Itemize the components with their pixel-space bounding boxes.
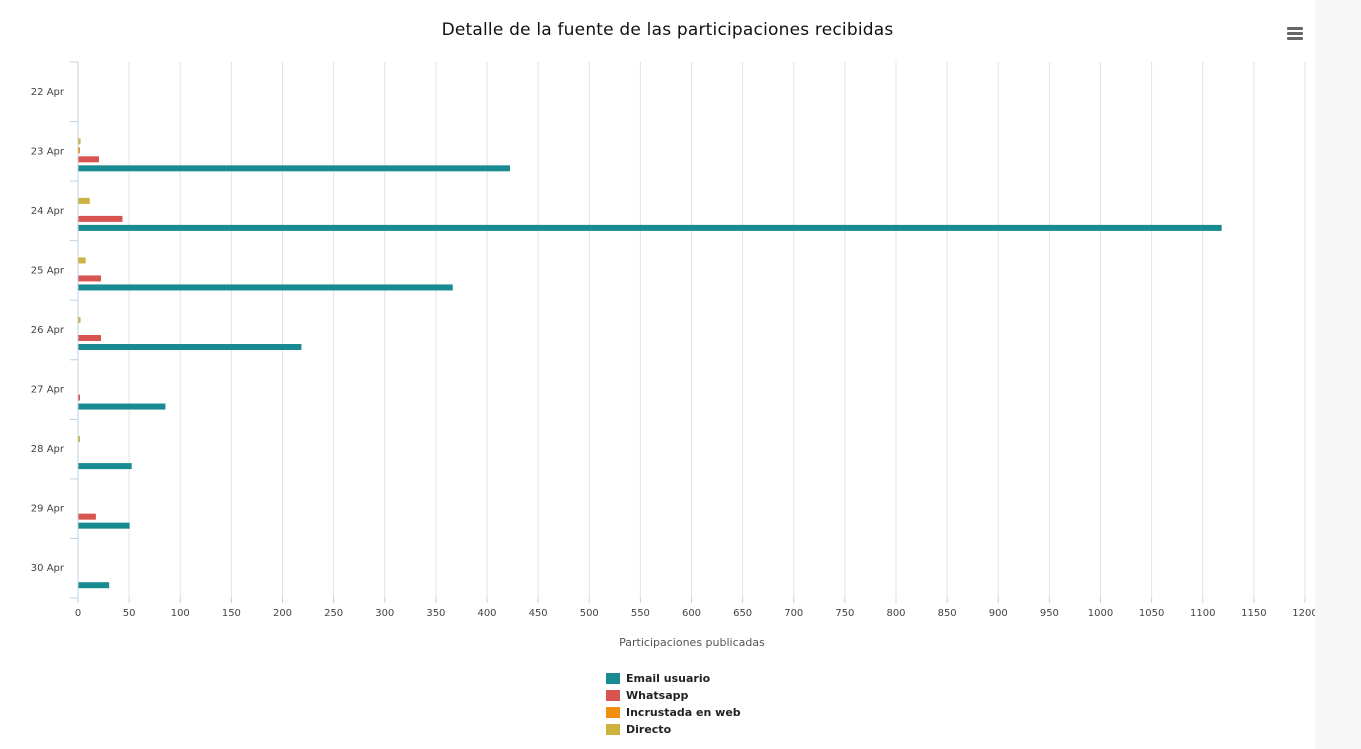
legend-label: Incrustada en web bbox=[626, 706, 741, 719]
legend-label: Whatsapp bbox=[626, 689, 689, 702]
chart-title: Detalle de la fuente de las participacio… bbox=[441, 20, 894, 40]
x-tick-label: 450 bbox=[529, 608, 548, 619]
x-tick-label: 200 bbox=[273, 608, 292, 619]
bar-directo[interactable] bbox=[78, 197, 90, 204]
bar-chart: 0 50 100 150 200 250 300 350 400 450 500 550 600 650 7… bbox=[31, 61, 1315, 619]
y-tick-label: 27 Apr bbox=[31, 385, 65, 396]
grid-lines bbox=[128, 62, 1306, 598]
bar-email-usuario[interactable] bbox=[78, 582, 110, 589]
x-tick-label: 800 bbox=[886, 608, 905, 619]
bar-whatsapp[interactable] bbox=[78, 275, 101, 282]
y-tick-label: 30 Apr bbox=[31, 563, 65, 574]
legend-label: Email usuario bbox=[626, 672, 711, 685]
bar-whatsapp[interactable] bbox=[78, 156, 99, 163]
legend-swatch bbox=[606, 724, 620, 735]
y-tick-label: 22 Apr bbox=[31, 87, 65, 98]
legend-item-directo[interactable]: Directo bbox=[606, 721, 741, 738]
legend-label: Directo bbox=[626, 723, 672, 736]
x-tick-label: 300 bbox=[375, 608, 394, 619]
x-tick-label: 700 bbox=[784, 608, 803, 619]
x-tick-label: 950 bbox=[1040, 608, 1059, 619]
bar-whatsapp[interactable] bbox=[78, 513, 96, 520]
tick-labels: 0 50 100 150 200 250 300 350 400 450 500 550 600 650 7… bbox=[31, 87, 1315, 619]
legend-item-whatsapp[interactable]: Whatsapp bbox=[606, 687, 741, 704]
y-tick-label: 28 Apr bbox=[31, 444, 65, 455]
legend-item-email-usuario[interactable]: Email usuario bbox=[606, 670, 741, 687]
bar-incrustada-en-web[interactable] bbox=[78, 147, 81, 154]
hamburger-menu-icon[interactable] bbox=[1282, 22, 1308, 44]
y-tick-label: 25 Apr bbox=[31, 265, 65, 276]
x-tick-label: 500 bbox=[580, 608, 599, 619]
bar-directo[interactable] bbox=[78, 138, 81, 145]
bar-directo[interactable] bbox=[78, 436, 81, 443]
x-tick-label: 850 bbox=[938, 608, 957, 619]
y-tick-label: 26 Apr bbox=[31, 325, 65, 336]
y-tick-label: 24 Apr bbox=[31, 206, 65, 217]
x-tick-label: 600 bbox=[682, 608, 701, 619]
bar-email-usuario[interactable] bbox=[78, 463, 132, 470]
legend-swatch bbox=[606, 707, 620, 718]
x-tick-label: 100 bbox=[171, 608, 190, 619]
axes bbox=[70, 61, 1306, 603]
x-tick-label: 650 bbox=[733, 608, 752, 619]
x-tick-label: 1200 bbox=[1292, 608, 1315, 619]
legend-swatch bbox=[606, 673, 620, 684]
x-tick-label: 1000 bbox=[1088, 608, 1113, 619]
y-tick-label: 29 Apr bbox=[31, 504, 65, 515]
legend-swatch bbox=[606, 690, 620, 701]
x-tick-label: 400 bbox=[477, 608, 496, 619]
legend: Email usuario Whatsapp Incrustada en web Di… bbox=[606, 670, 741, 738]
x-tick-label: 1100 bbox=[1190, 608, 1215, 619]
x-tick-label: 1150 bbox=[1241, 608, 1266, 619]
x-tick-label: 550 bbox=[631, 608, 650, 619]
x-tick-label: 750 bbox=[835, 608, 854, 619]
x-tick-label: 1050 bbox=[1139, 608, 1164, 619]
bar-whatsapp[interactable] bbox=[78, 394, 81, 401]
page-scroll-gutter bbox=[1315, 0, 1361, 749]
bar-directo[interactable] bbox=[78, 317, 81, 323]
bar-directo[interactable] bbox=[78, 257, 86, 264]
bar-email-usuario[interactable] bbox=[78, 344, 302, 350]
bar-whatsapp[interactable] bbox=[78, 335, 101, 341]
bar-email-usuario[interactable] bbox=[78, 224, 1222, 231]
x-axis-title: Participaciones publicadas bbox=[619, 636, 765, 649]
bar-email-usuario[interactable] bbox=[78, 165, 510, 172]
x-tick-label: 0 bbox=[75, 608, 81, 619]
bars bbox=[78, 138, 1222, 589]
x-tick-label: 900 bbox=[989, 608, 1008, 619]
x-tick-label: 50 bbox=[123, 608, 136, 619]
bar-whatsapp[interactable] bbox=[78, 215, 123, 222]
bar-email-usuario[interactable] bbox=[78, 403, 166, 410]
x-tick-label: 350 bbox=[426, 608, 445, 619]
bar-email-usuario[interactable] bbox=[78, 522, 130, 529]
legend-item-incrustada-en-web[interactable]: Incrustada en web bbox=[606, 704, 741, 721]
x-tick-label: 150 bbox=[222, 608, 241, 619]
x-tick-label: 250 bbox=[324, 608, 343, 619]
y-tick-label: 23 Apr bbox=[31, 146, 65, 157]
bar-email-usuario[interactable] bbox=[78, 284, 453, 291]
